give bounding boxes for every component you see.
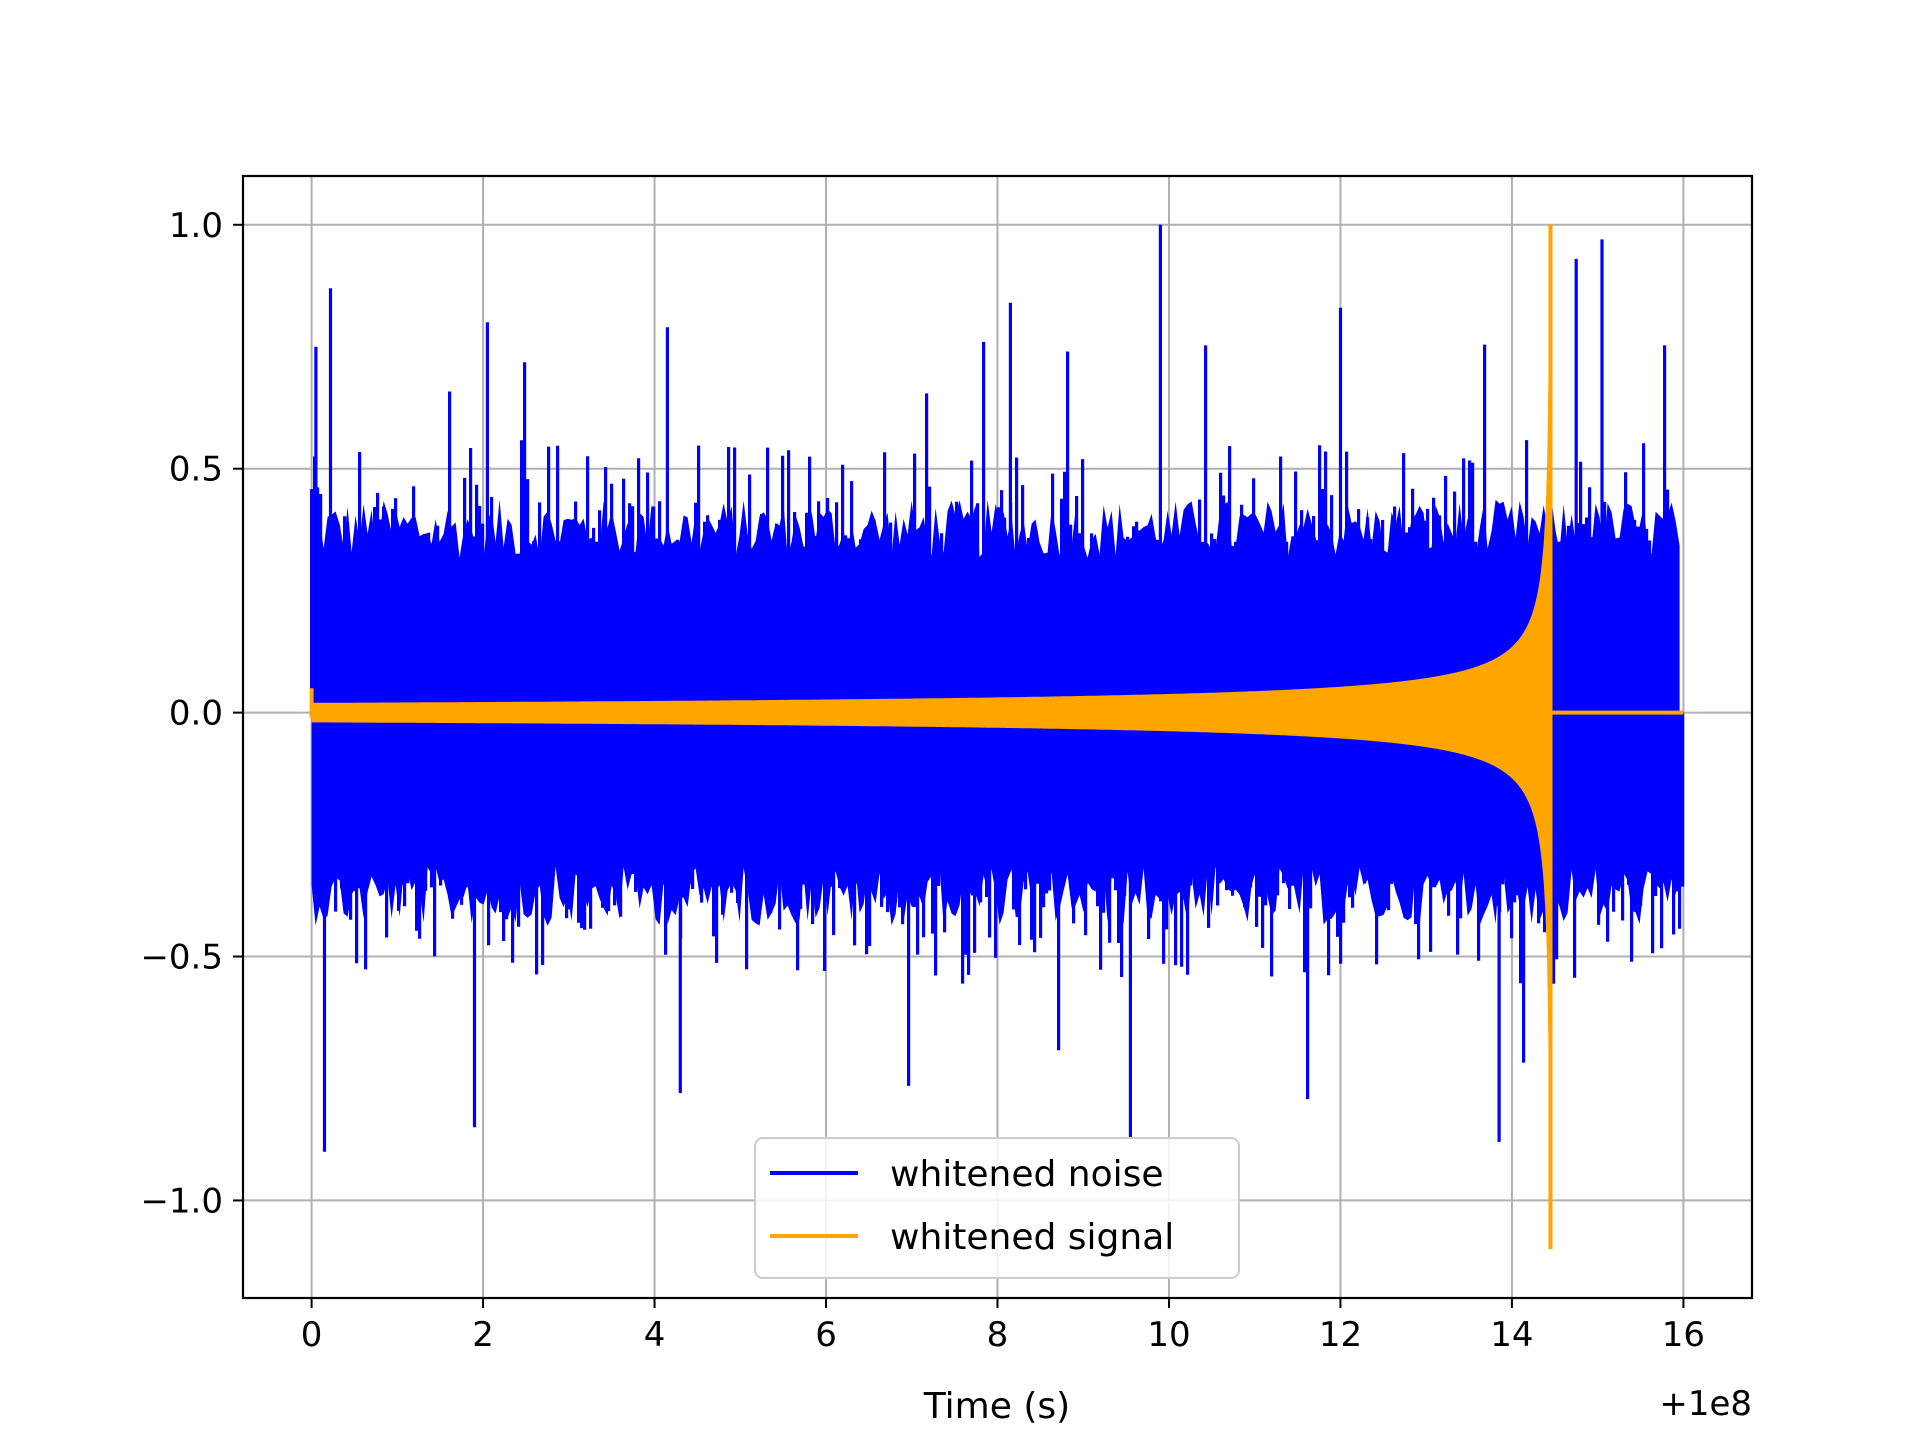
x-offset-label: +1e8: [1659, 1384, 1752, 1424]
ticks-layer: 0 2 4 6 8 10 12 14 16 −1.0 −0.5 0.0 0.5 1.0: [140, 206, 1705, 1355]
x-tick-label-0: 0: [301, 1315, 323, 1355]
legend-label-noise: whitened noise: [890, 1154, 1164, 1195]
x-tick-label-4: 8: [987, 1315, 1009, 1355]
x-tick-label-6: 12: [1319, 1315, 1362, 1355]
x-tick-label-5: 10: [1147, 1315, 1190, 1355]
x-tick-label-8: 16: [1662, 1315, 1705, 1355]
y-tick-label-3: 0.5: [169, 450, 223, 490]
legend-box: [754, 1137, 1240, 1279]
whitened-noise-spikes: [310, 224, 1685, 1152]
whitened-signal-line: [309, 224, 1684, 1250]
legend-label-signal: whitened signal: [890, 1217, 1174, 1258]
x-tick-label-7: 14: [1490, 1315, 1533, 1355]
x-tick-label-2: 4: [644, 1315, 666, 1355]
series-layer: [309, 224, 1685, 1250]
x-tick-label-3: 6: [815, 1315, 837, 1355]
y-tick-label-0: −1.0: [140, 1181, 223, 1221]
whitened-signal-fill: [311, 224, 1551, 1201]
x-tick-label-1: 2: [472, 1315, 494, 1355]
y-tick-label-1: −0.5: [140, 938, 223, 978]
y-tick-label-2: 0.0: [169, 694, 223, 734]
y-tick-label-4: 1.0: [169, 206, 223, 246]
legend: whitened noise whitened signal: [754, 1137, 1240, 1279]
x-axis-label: Time (s): [923, 1386, 1070, 1427]
